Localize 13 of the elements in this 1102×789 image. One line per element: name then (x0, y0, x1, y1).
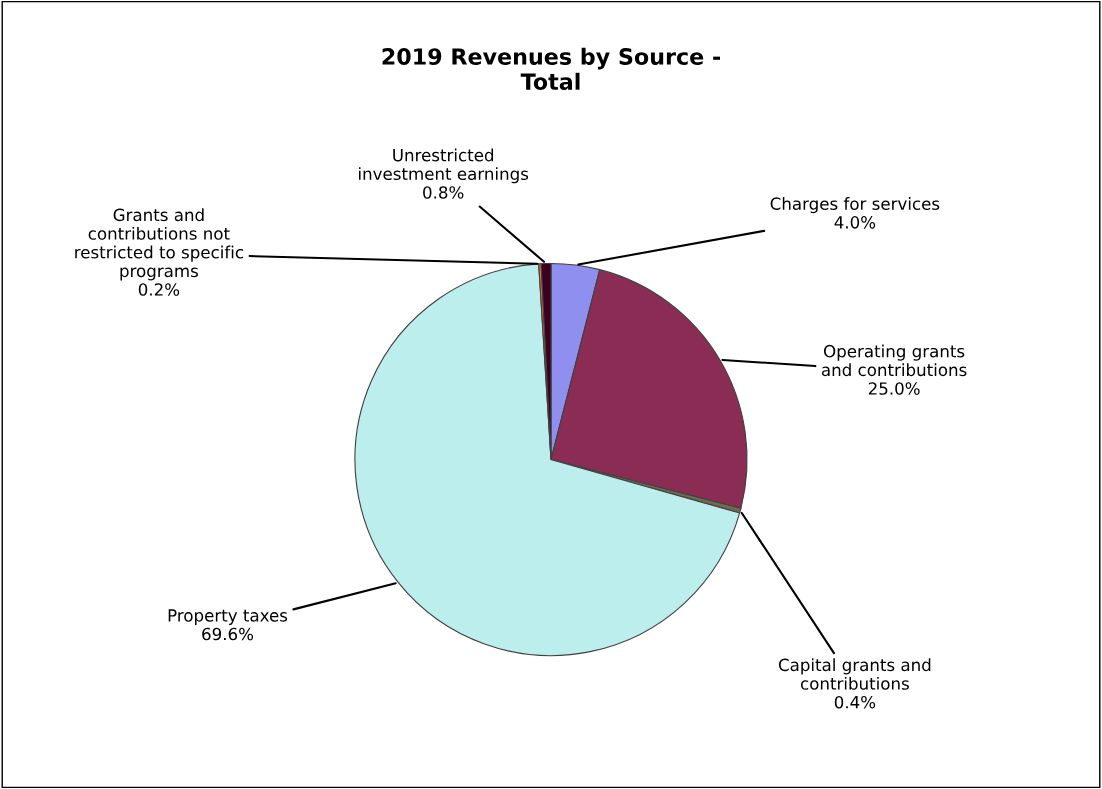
slice-label: Unrestricted investment earnings (359, 148, 529, 184)
slice-label: Property taxes (168, 609, 288, 625)
slice-label: Operating grants and contributions (821, 344, 967, 377)
data-label: 0.8% (423, 186, 464, 199)
data-label: 0.2% (138, 283, 180, 296)
data-label: 25.0% (868, 382, 920, 395)
data-label: 0.4% (834, 695, 876, 709)
slice-label: Grants and contributions not restricted to specific programs (75, 208, 243, 281)
slice-label: Charges for services (770, 197, 940, 214)
data-label: 4.0% (834, 216, 876, 229)
data-label: 69.6% (202, 627, 254, 641)
chart-title: 2019 Revenues by Source - Total (382, 47, 720, 90)
slice-label: Capital grants and contributions (778, 658, 931, 690)
